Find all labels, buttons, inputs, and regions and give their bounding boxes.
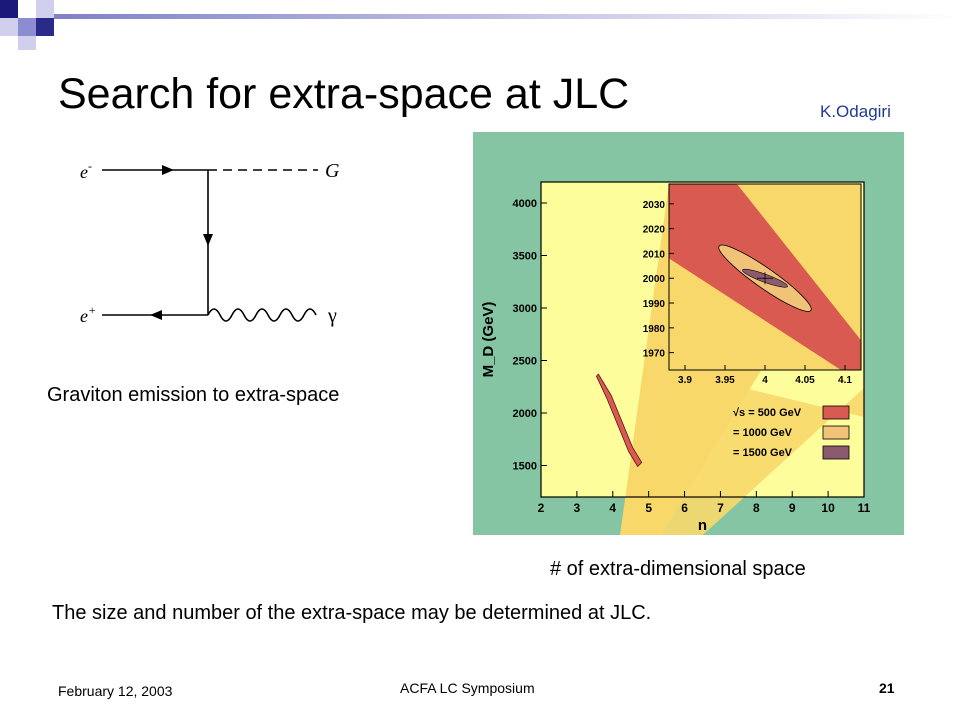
axes-frame (540, 181, 865, 498)
main-band-500-gev (595, 373, 643, 468)
x-tick-label: 5 (645, 501, 652, 515)
inset-x-tick-label: 4 (762, 375, 768, 386)
footer-conference: ACFA LC Symposium (400, 680, 535, 696)
inset-x-tick-label: 4.05 (795, 375, 815, 386)
inset-x-tick-label: 4.1 (838, 375, 852, 386)
photon-label: γ (327, 305, 337, 327)
y-tick-label: 2500 (513, 356, 537, 368)
y-tick-label: 3500 (513, 251, 537, 263)
x-axis-label: n (698, 517, 707, 534)
graviton-label: G (325, 160, 340, 182)
x-tick-label: 3 (574, 501, 581, 515)
legend-swatch (822, 445, 850, 460)
electron-label: e- (80, 159, 92, 182)
x-tick-label: 4 (609, 501, 616, 515)
y-tick-label: 4000 (513, 198, 537, 210)
x-tick-label: 9 (789, 501, 796, 515)
inset-y-tick-label: 2030 (643, 200, 666, 211)
inset-y-tick-label: 2010 (643, 249, 666, 260)
positron-label: e+ (80, 303, 96, 326)
inset-y-tick-label: 2020 (643, 225, 666, 236)
legend-entry-label: = 1000 GeV (733, 427, 793, 439)
diagram-caption: Graviton emission to extra-space (47, 384, 340, 406)
y-axis-label: M_D (GeV) (480, 302, 497, 378)
inset-y-tick-label: 1980 (643, 324, 666, 335)
author-credit: K.Odagiri (820, 102, 891, 121)
positron-arrow (150, 310, 162, 320)
y-tick-label: 1500 (513, 461, 537, 473)
zoom-wedge-lower (628, 370, 864, 535)
legend-swatch (822, 405, 850, 420)
x-tick-label: 6 (681, 501, 688, 515)
inset-y-tick-label: 1990 (643, 299, 666, 310)
y-tick-label: 2000 (513, 408, 537, 420)
inset-y-tick-label: 1970 (643, 349, 666, 360)
title-bar-decoration (0, 0, 960, 50)
inset-x-tick-label: 3.95 (715, 375, 735, 386)
propagator-arrow (203, 234, 213, 246)
md-vs-n-plot: 3.9 3.95 4 4.05 4.1 1970 1980 1990 2000 2010 2020 2… (473, 132, 904, 535)
y-tick-label: 3000 (513, 303, 537, 315)
x-tick-label: 10 (821, 501, 835, 515)
slide-title: Search for extra-space at JLC (58, 70, 630, 118)
x-tick-label: 11 (858, 501, 871, 515)
inset-y-tick-label: 2000 (643, 274, 666, 285)
footer-date: February 12, 2003 (58, 683, 173, 699)
summary-text: The size and number of the extra-space m… (52, 602, 652, 624)
x-tick-label: 7 (717, 501, 724, 515)
inset-x-tick-label: 3.9 (678, 375, 692, 386)
legend-swatch (822, 425, 850, 440)
electron-arrow (162, 165, 174, 175)
photon-line (207, 308, 317, 322)
legend-entry-label: = 1500 GeV (733, 447, 793, 459)
x-tick-label: 2 (538, 501, 545, 515)
legend-entry-label: √s = 500 GeV (733, 407, 802, 419)
x-tick-label: 8 (753, 501, 760, 515)
page-number: 21 (879, 680, 895, 696)
plot-caption: # of extra-dimensional space (550, 558, 806, 580)
feynman-diagram: e- G e+ γ (80, 159, 340, 327)
